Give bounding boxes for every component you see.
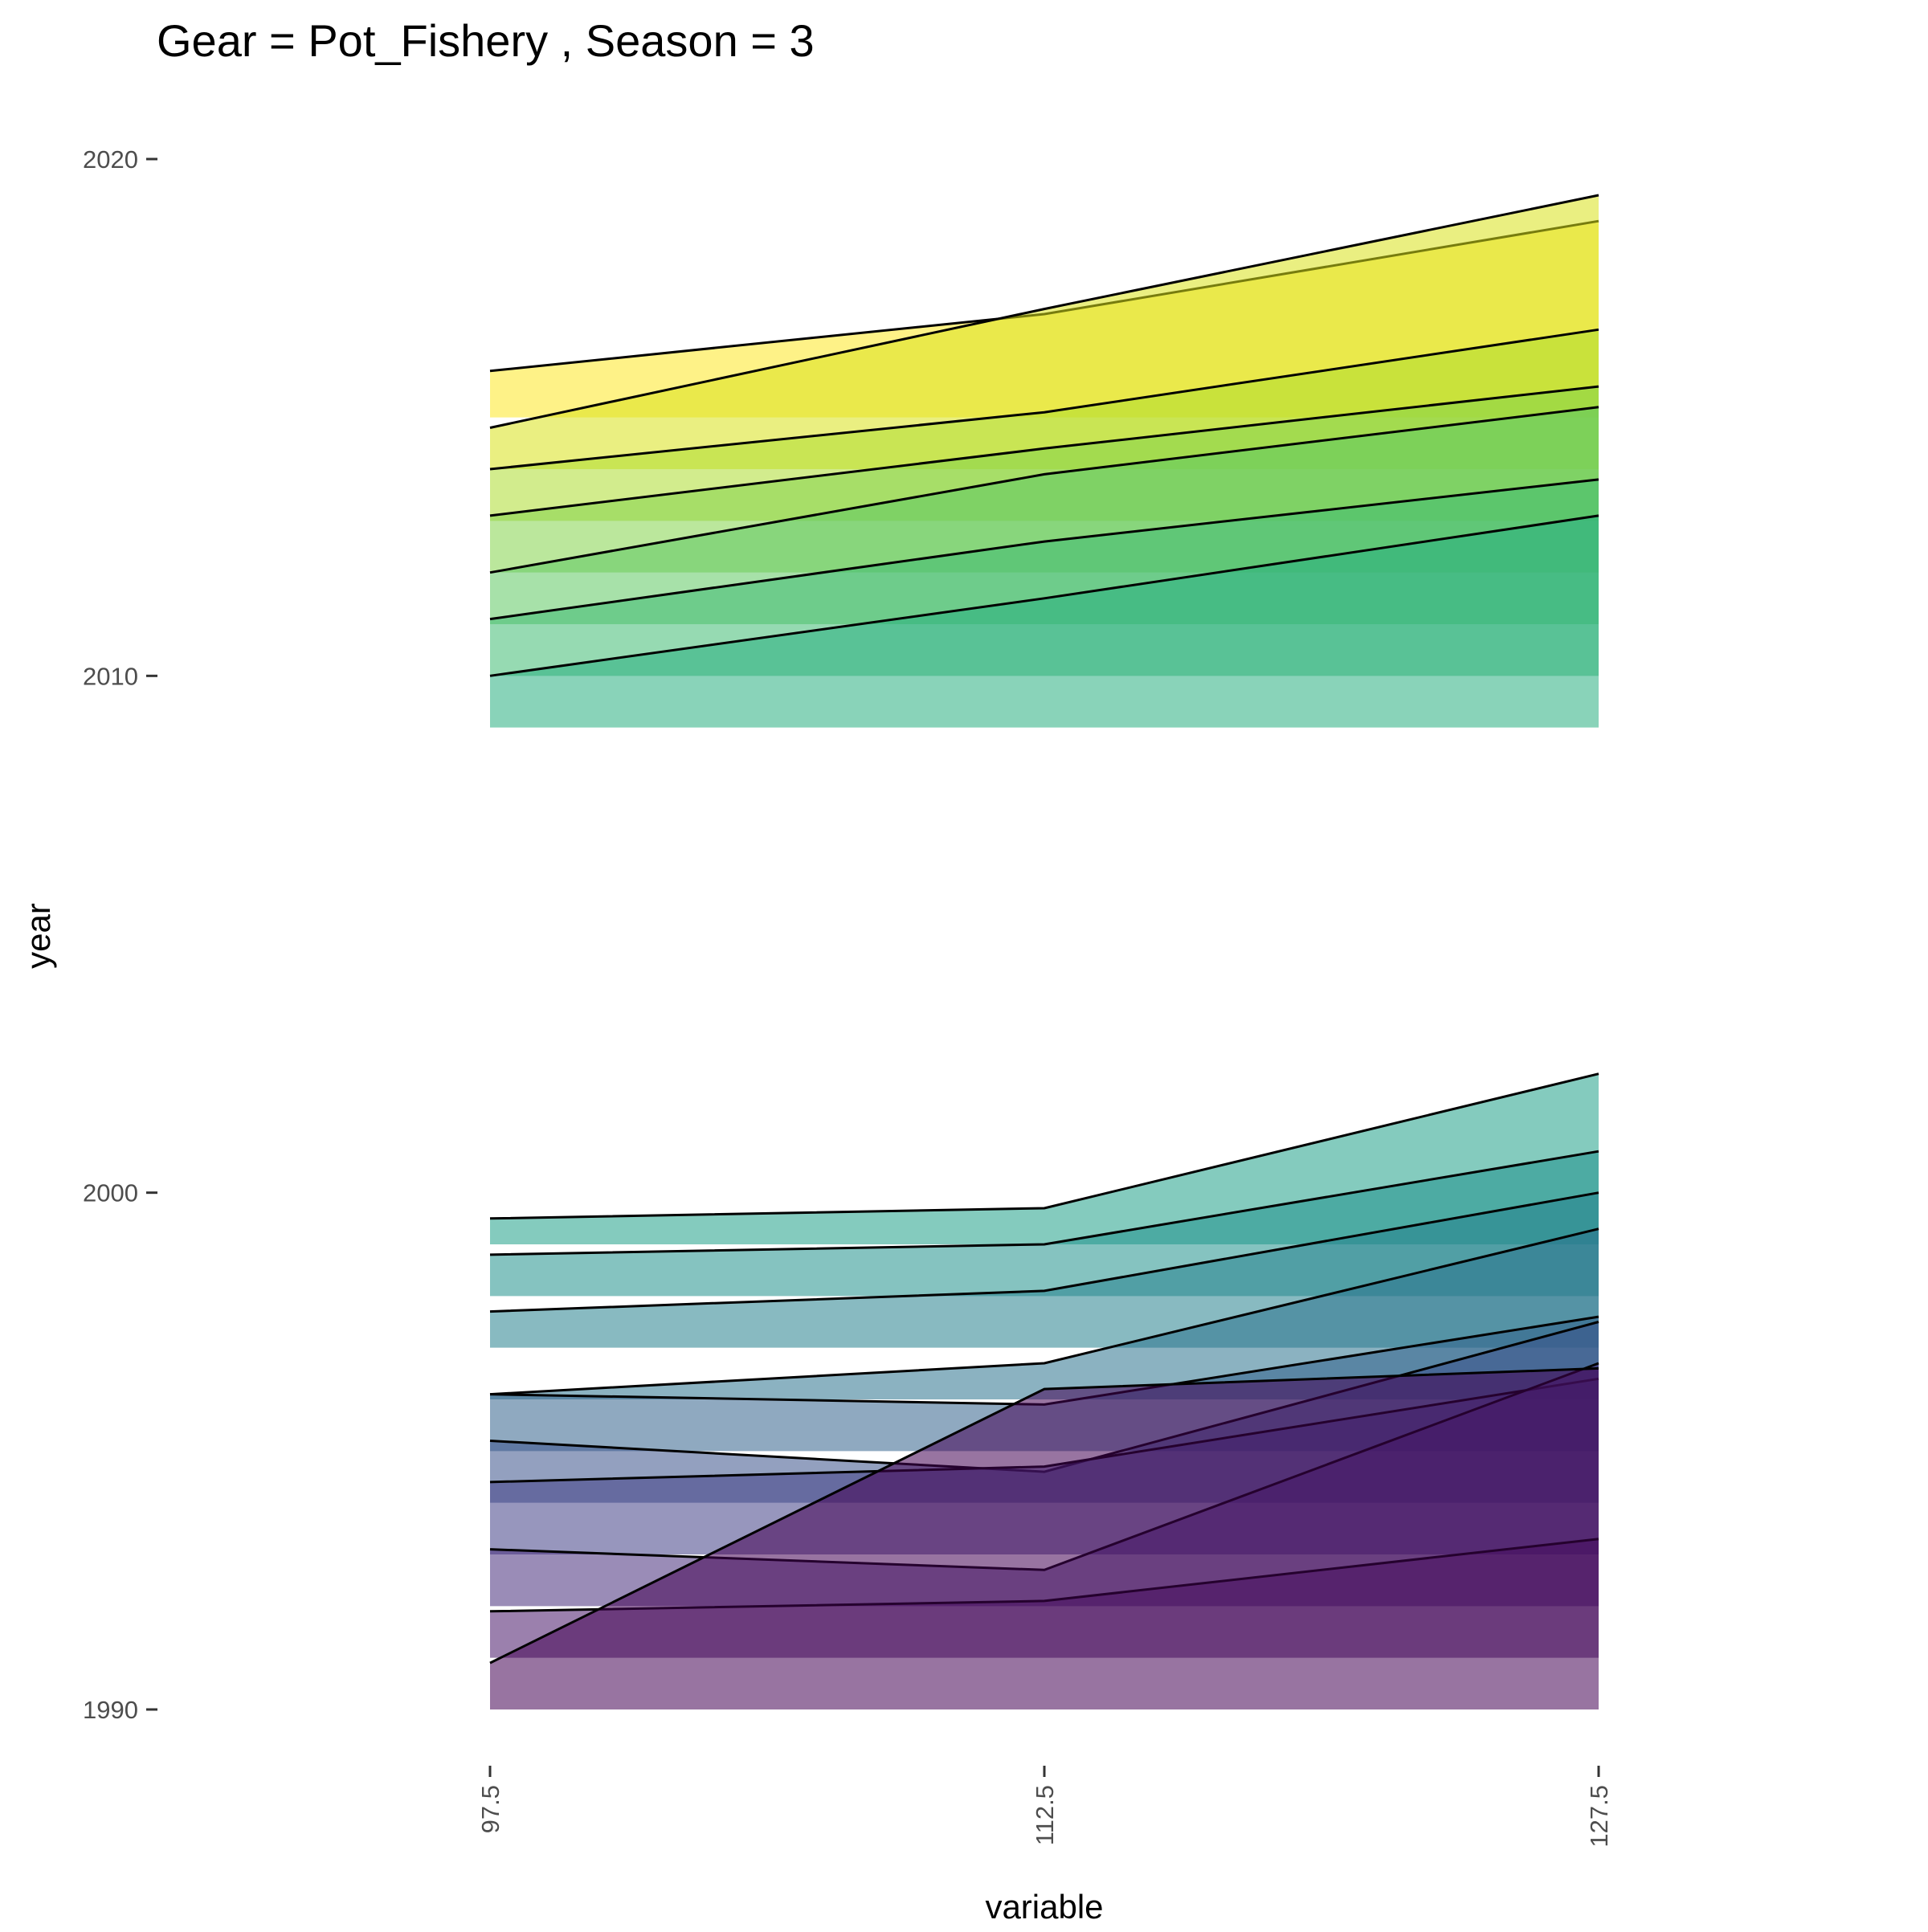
ridge-line-1997	[489, 1191, 1599, 1313]
x-axis: 97.5 112.5 127.5	[476, 1766, 1613, 1848]
y-axis-title: year	[19, 903, 57, 969]
ridge-line-2014	[489, 194, 1599, 429]
ridge-line-2013	[489, 328, 1599, 471]
ridge-line-1999	[489, 1072, 1599, 1220]
y-tick-label-2010: 2010	[83, 662, 138, 690]
ridge-line-1990	[489, 1366, 1599, 1664]
x-axis-title: variable	[985, 1888, 1103, 1926]
ridge-areas	[489, 194, 1599, 1709]
ridge-line-2011	[489, 406, 1599, 574]
x-tick-label-127.5: 127.5	[1585, 1785, 1613, 1848]
ridge-area-1996	[490, 1228, 1599, 1399]
y-tick-label-2000: 2000	[83, 1179, 138, 1207]
y-tick-label-1990: 1990	[83, 1696, 138, 1724]
ridge-line-2010	[489, 478, 1599, 621]
y-axis: 1990 2000 2010 2020	[83, 145, 157, 1724]
ridge-line-1998	[489, 1150, 1599, 1256]
chart-title: Gear = Pot_Fishery , Season = 3	[157, 15, 815, 66]
ridge-area-1990	[490, 1368, 1599, 1709]
ridge-area-2009	[490, 515, 1599, 728]
ridge-line-2009	[489, 514, 1599, 677]
y-tick-label-2020: 2020	[83, 145, 138, 174]
ridge-line-1996	[489, 1227, 1599, 1396]
x-tick-label-112.5: 112.5	[1031, 1785, 1059, 1845]
x-tick-label-97.5: 97.5	[476, 1785, 504, 1833]
ridge-line-2012	[489, 385, 1599, 517]
